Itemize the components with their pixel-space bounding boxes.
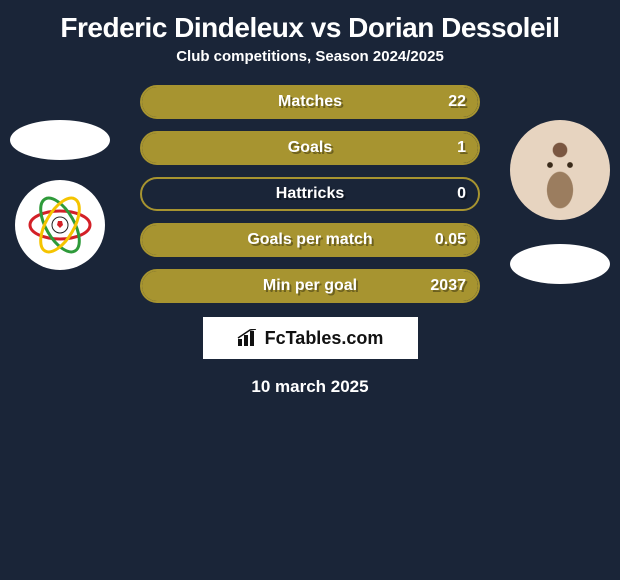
- right-club-badge-placeholder: [510, 244, 610, 284]
- left-club-badge: [15, 180, 105, 270]
- stat-value-right: 0: [457, 185, 466, 203]
- stat-value-right: 0.05: [435, 231, 466, 249]
- page-subtitle: Club competitions, Season 2024/2025: [0, 48, 620, 85]
- stat-bar: Goals 1: [140, 131, 480, 165]
- footer-date: 10 march 2025: [0, 377, 620, 397]
- stat-bar: Goals per match 0.05: [140, 223, 480, 257]
- page-title: Frederic Dindeleux vs Dorian Dessoleil: [0, 0, 620, 48]
- stat-label: Matches: [278, 93, 342, 111]
- brand-text: FcTables.com: [265, 328, 384, 349]
- right-player-avatar: [510, 120, 610, 220]
- club-logo-icon: [25, 190, 95, 260]
- stat-value-right: 1: [457, 139, 466, 157]
- stat-bar: Min per goal 2037: [140, 269, 480, 303]
- stat-value-right: 22: [448, 93, 466, 111]
- stat-label: Min per goal: [263, 277, 357, 295]
- stat-label: Goals per match: [247, 231, 372, 249]
- stat-label: Hattricks: [276, 185, 344, 203]
- stat-value-right: 2037: [430, 277, 466, 295]
- player-face-icon: [510, 120, 610, 220]
- stats-bars: Matches 22 Goals 1 Hattricks 0 Goals per match…: [140, 85, 480, 303]
- right-player-column: [510, 120, 610, 284]
- stat-bar: Hattricks 0: [140, 177, 480, 211]
- stat-bar: Matches 22: [140, 85, 480, 119]
- left-player-column: [10, 120, 110, 270]
- bar-chart-icon: [237, 329, 259, 347]
- stat-label: Goals: [288, 139, 332, 157]
- left-player-avatar-placeholder: [10, 120, 110, 160]
- brand-badge[interactable]: FcTables.com: [203, 317, 418, 359]
